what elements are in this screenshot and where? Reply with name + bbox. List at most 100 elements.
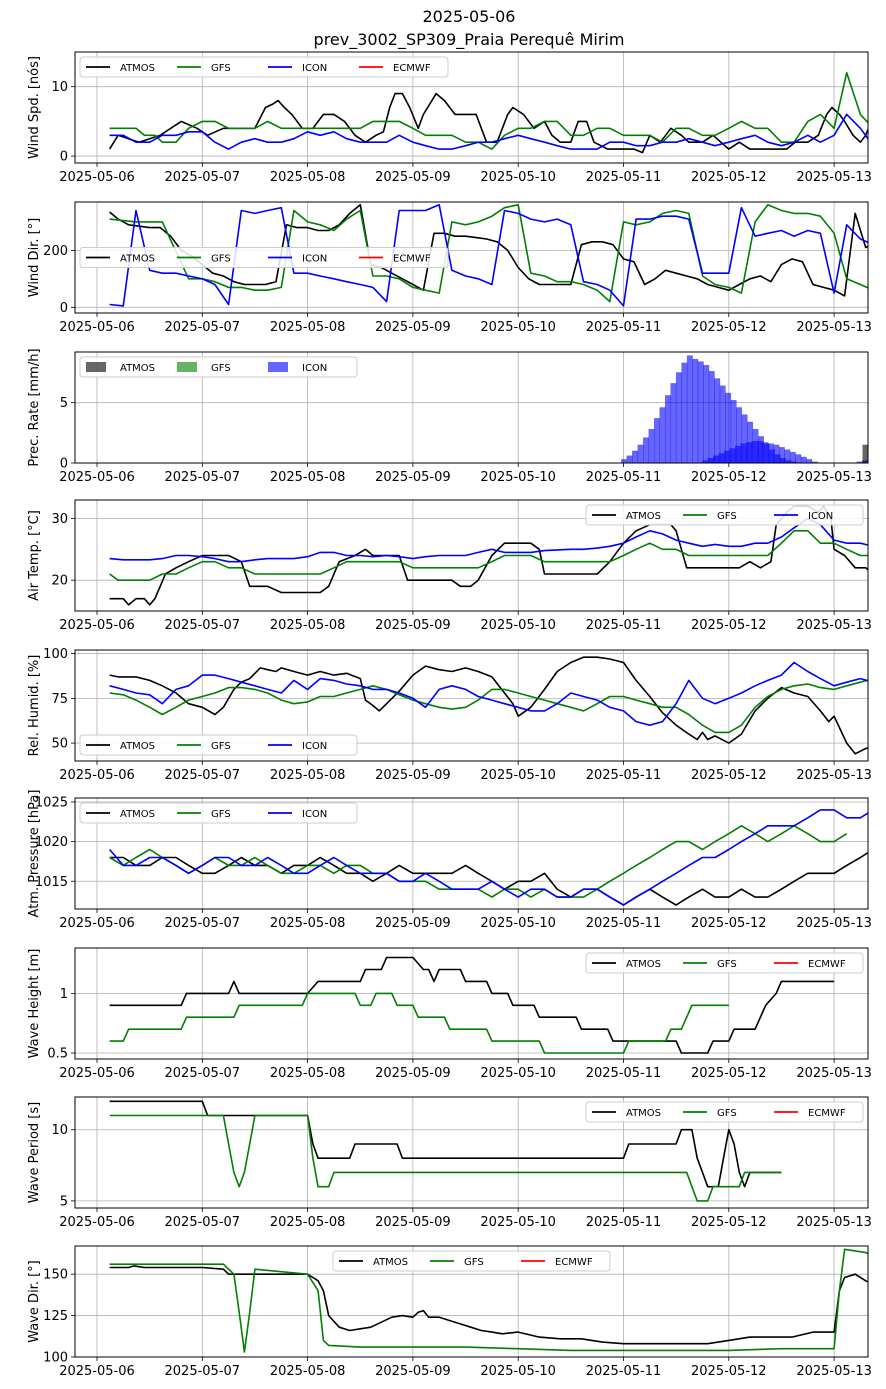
panel-data bbox=[621, 355, 868, 463]
precip-bar bbox=[692, 358, 699, 463]
panel-frame bbox=[74, 947, 869, 1060]
panel-2: 2025-05-06 2025-05-07 2025-05-08 2025-05-09… bbox=[27, 201, 872, 335]
legend-label-atmos: ATMOS bbox=[120, 254, 155, 265]
x-tick-label: 2025-05-12 bbox=[691, 470, 767, 485]
panel-data bbox=[109, 505, 868, 606]
x-tick-label: 2025-05-12 bbox=[691, 1215, 767, 1230]
x-tick-label: 2025-05-09 bbox=[375, 170, 451, 185]
legend: ATMOS GFS ECMWF bbox=[585, 952, 864, 974]
precip-bar bbox=[724, 450, 731, 463]
x-tick-label: 2025-05-08 bbox=[270, 768, 346, 783]
x-tick-label: 2025-05-09 bbox=[375, 1364, 451, 1379]
x-tick-label: 2025-05-12 bbox=[691, 170, 767, 185]
x-tick-label: 2025-05-07 bbox=[165, 320, 241, 335]
figure-title-date: 2025-05-06 bbox=[423, 7, 516, 26]
precip-bar bbox=[751, 441, 758, 463]
legend: ATMOS GFS ECMWF bbox=[332, 1250, 611, 1272]
precip-bar bbox=[778, 447, 785, 463]
y-tick-label: 150 bbox=[43, 1268, 68, 1283]
precip-bar bbox=[784, 449, 791, 463]
legend-box bbox=[585, 952, 864, 974]
panel-frame bbox=[74, 351, 869, 464]
legend-label-atmos: ATMOS bbox=[120, 63, 155, 74]
legend-label-ecmwf: ECMWF bbox=[393, 254, 431, 265]
legend-box bbox=[79, 247, 449, 268]
x-tick-label: 2025-05-07 bbox=[165, 768, 241, 783]
legend-label-gfs: GFS bbox=[211, 254, 231, 265]
legend-label-icon: ICON bbox=[302, 63, 327, 74]
y-axis-label: Air Temp. [°C] bbox=[27, 510, 42, 601]
legend-label-ecmwf: ECMWF bbox=[808, 959, 846, 970]
x-tick-label: 2025-05-13 bbox=[796, 320, 872, 335]
y-tick-label: 1020 bbox=[35, 835, 68, 850]
panel-4: 2025-05-06 2025-05-07 2025-05-08 2025-05-09… bbox=[27, 499, 872, 633]
legend-label-gfs: GFS bbox=[211, 741, 231, 752]
x-tick-label: 2025-05-13 bbox=[796, 1066, 872, 1081]
x-tick-label: 2025-05-13 bbox=[796, 1364, 872, 1379]
y-axis-label: Rel. Humid. [%] bbox=[27, 655, 42, 757]
x-tick-label: 2025-05-06 bbox=[59, 1066, 135, 1081]
legend-box bbox=[585, 504, 864, 526]
x-tick-label: 2025-05-13 bbox=[796, 916, 872, 931]
x-tick-label: 2025-05-11 bbox=[586, 768, 662, 783]
x-tick-label: 2025-05-06 bbox=[59, 470, 135, 485]
panel-9: 2025-05-06 2025-05-07 2025-05-08 2025-05-09… bbox=[27, 1245, 872, 1379]
panel-3: 2025-05-06 2025-05-07 2025-05-08 2025-05-09… bbox=[27, 348, 872, 485]
x-tick-label: 2025-05-06 bbox=[59, 618, 135, 633]
x-tick-label: 2025-05-09 bbox=[375, 916, 451, 931]
legend-label-gfs: GFS bbox=[211, 63, 231, 74]
figure-title-station: prev_3002_SP309_Praia Perequê Mirim bbox=[314, 30, 625, 50]
precip-bar bbox=[653, 418, 660, 463]
series-line-gfs bbox=[109, 679, 868, 734]
x-tick-label: 2025-05-09 bbox=[375, 768, 451, 783]
legend: ATMOS GFS ECMWF bbox=[585, 1101, 864, 1123]
precip-bar bbox=[795, 454, 802, 463]
y-axis-label: Wave Dir. [°] bbox=[27, 1260, 42, 1343]
series-line-icon bbox=[109, 204, 868, 307]
series-line-icon bbox=[109, 113, 868, 150]
x-tick-label: 2025-05-10 bbox=[480, 170, 556, 185]
y-tick-label: 10 bbox=[51, 80, 68, 95]
precip-bar bbox=[643, 437, 650, 463]
legend-swatch-atmos bbox=[86, 362, 106, 372]
legend-label-gfs: GFS bbox=[211, 809, 231, 820]
panel-1: 2025-05-06 2025-05-07 2025-05-08 2025-05-09… bbox=[27, 51, 872, 185]
x-tick-label: 2025-05-07 bbox=[165, 1364, 241, 1379]
precip-bar bbox=[621, 459, 628, 463]
x-tick-label: 2025-05-12 bbox=[691, 618, 767, 633]
precip-bar bbox=[670, 383, 677, 463]
x-tick-label: 2025-05-12 bbox=[691, 320, 767, 335]
panel-5: 2025-05-06 2025-05-07 2025-05-08 2025-05-09… bbox=[27, 647, 872, 783]
precip-bar bbox=[729, 448, 736, 463]
panel-data bbox=[109, 656, 868, 755]
precip-bar bbox=[632, 450, 639, 463]
series-line-atmos bbox=[108, 92, 868, 154]
y-tick-label: 100 bbox=[43, 647, 68, 662]
x-tick-label: 2025-05-08 bbox=[270, 1215, 346, 1230]
precip-bar bbox=[664, 395, 671, 463]
series-line-icon bbox=[109, 517, 868, 563]
precip-bar bbox=[862, 444, 868, 463]
series-line-icon bbox=[109, 661, 868, 727]
panel-8: 2025-05-06 2025-05-07 2025-05-08 2025-05-09… bbox=[27, 1096, 872, 1230]
legend: ATMOS GFS ICON bbox=[79, 802, 358, 824]
chart-panels: 2025-05-06 2025-05-07 2025-05-08 2025-05-09… bbox=[27, 51, 872, 1379]
panel-frame bbox=[74, 649, 869, 762]
legend: ATMOS GFS ICON ECMWF bbox=[79, 56, 449, 78]
x-tick-label: 2025-05-06 bbox=[59, 170, 135, 185]
y-tick-label: 100 bbox=[43, 1351, 68, 1366]
series-line-gfs bbox=[109, 1114, 782, 1202]
panel-frame bbox=[74, 201, 869, 314]
panel-frame bbox=[74, 499, 869, 612]
legend-label-atmos: ATMOS bbox=[626, 511, 661, 522]
legend-box bbox=[79, 734, 358, 756]
x-tick-label: 2025-05-08 bbox=[270, 618, 346, 633]
y-tick-label: 50 bbox=[51, 737, 68, 752]
x-tick-label: 2025-05-10 bbox=[480, 1066, 556, 1081]
x-tick-label: 2025-05-12 bbox=[691, 768, 767, 783]
legend-box bbox=[332, 1250, 611, 1272]
x-tick-label: 2025-05-07 bbox=[165, 1066, 241, 1081]
legend-label-ecmwf: ECMWF bbox=[555, 1257, 593, 1268]
precip-bar bbox=[735, 445, 742, 463]
legend-label-ecmwf: ECMWF bbox=[808, 1108, 846, 1119]
